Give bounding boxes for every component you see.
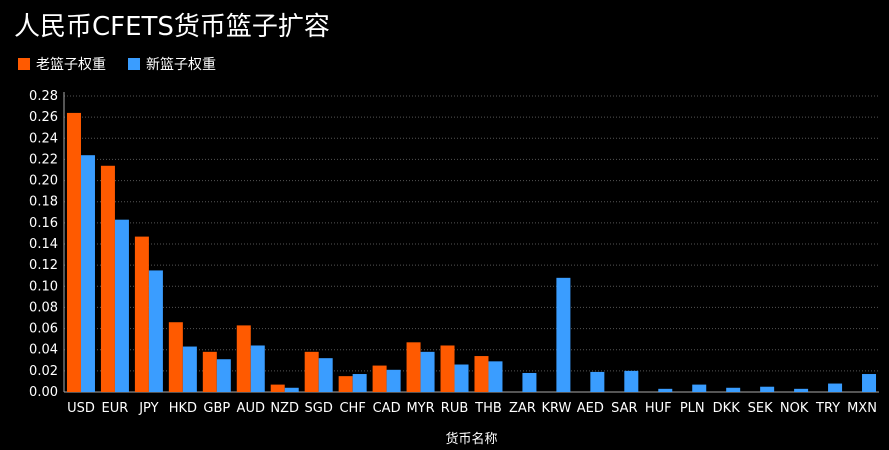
y-tick-label: 0.08 bbox=[29, 300, 58, 315]
y-tick-label: 0.28 bbox=[29, 89, 58, 104]
y-tick-label: 0.18 bbox=[29, 195, 58, 210]
bar-new bbox=[386, 369, 401, 392]
x-tick-label: PLN bbox=[680, 401, 705, 416]
bar-new bbox=[488, 361, 503, 392]
y-tick-label: 0.20 bbox=[29, 174, 58, 189]
bar-new bbox=[352, 374, 367, 392]
x-tick-label: HUF bbox=[645, 401, 672, 416]
legend-item-new: 新篮子权重 bbox=[128, 54, 216, 74]
bar-old bbox=[304, 351, 319, 392]
x-tick-label: NZD bbox=[270, 401, 299, 416]
bar-new bbox=[692, 384, 707, 392]
y-tick-label: 0.22 bbox=[29, 152, 58, 167]
bar-old bbox=[406, 342, 421, 392]
y-tick-label: 0.14 bbox=[29, 237, 58, 252]
bar-new bbox=[318, 358, 333, 392]
y-tick-label: 0.06 bbox=[29, 322, 58, 337]
bar-new bbox=[114, 219, 129, 392]
legend-label-old: 老篮子权重 bbox=[36, 57, 106, 73]
y-tick-label: 0.10 bbox=[29, 279, 58, 294]
bar-new bbox=[216, 359, 231, 392]
bar-new bbox=[284, 387, 299, 392]
x-tick-label: MYR bbox=[406, 401, 434, 416]
legend-swatch-old bbox=[18, 58, 30, 70]
y-tick-label: 0.24 bbox=[29, 131, 58, 146]
x-tick-label: TRY bbox=[815, 401, 840, 416]
x-tick-label: ZAR bbox=[509, 401, 536, 416]
x-tick-label: SAR bbox=[611, 401, 637, 416]
x-tick-label: EUR bbox=[102, 401, 129, 416]
x-tick-label: MXN bbox=[847, 401, 877, 416]
bar-old bbox=[202, 351, 217, 392]
x-tick-label: AED bbox=[577, 401, 604, 416]
bar-old bbox=[372, 365, 387, 392]
bar-new bbox=[556, 277, 571, 392]
x-axis-label: 货币名称 bbox=[445, 431, 497, 447]
bar-old bbox=[474, 356, 489, 392]
bar-old bbox=[270, 384, 285, 392]
y-tick-label: 0.16 bbox=[29, 216, 58, 231]
y-tick-label: 0.26 bbox=[29, 110, 58, 125]
x-tick-label: AUD bbox=[237, 401, 265, 416]
x-tick-label: HKD bbox=[169, 401, 197, 416]
bar-new bbox=[862, 374, 877, 392]
legend-swatch-new bbox=[128, 58, 140, 70]
chart-title: 人民币CFETS货币篮子扩容 bbox=[14, 12, 330, 42]
y-tick-label: 0.02 bbox=[29, 364, 58, 379]
x-tick-label: CAD bbox=[373, 401, 401, 416]
bar-new bbox=[624, 370, 639, 392]
bar-new bbox=[726, 387, 741, 392]
x-tick-label: THB bbox=[474, 401, 502, 416]
x-tick-label: GBP bbox=[203, 401, 230, 416]
x-tick-label: NOK bbox=[780, 401, 809, 416]
bar-old bbox=[66, 112, 81, 393]
bar-new bbox=[182, 346, 197, 392]
bar-new bbox=[828, 383, 843, 392]
legend-label-new: 新篮子权重 bbox=[146, 57, 216, 73]
y-tick-label: 0.00 bbox=[29, 385, 58, 400]
legend-item-old: 老篮子权重 bbox=[18, 54, 106, 74]
bar-new bbox=[250, 345, 265, 392]
bar-old bbox=[236, 325, 251, 392]
y-tick-label: 0.04 bbox=[29, 343, 58, 358]
x-tick-label: DKK bbox=[713, 401, 741, 416]
x-tick-label: SGD bbox=[305, 401, 333, 416]
legend: 老篮子权重 新篮子权重 bbox=[18, 54, 216, 74]
bar-new bbox=[454, 364, 469, 392]
x-tick-label: RUB bbox=[441, 401, 468, 416]
bar-old bbox=[100, 165, 115, 392]
bar-new bbox=[522, 372, 537, 392]
y-tick-label: 0.12 bbox=[29, 258, 58, 273]
x-tick-label: USD bbox=[67, 401, 95, 416]
bar-old bbox=[440, 345, 455, 392]
bar-new bbox=[658, 388, 673, 392]
x-tick-label: JPY bbox=[138, 401, 158, 416]
x-tick-label: CHF bbox=[339, 401, 365, 416]
bar-new bbox=[148, 270, 163, 392]
bar-new bbox=[760, 386, 775, 392]
bar-new bbox=[420, 351, 435, 392]
bar-old bbox=[134, 236, 149, 392]
x-tick-label: KRW bbox=[541, 401, 571, 416]
bar-old bbox=[168, 322, 183, 392]
bar-old bbox=[338, 376, 353, 392]
bar-new bbox=[794, 388, 809, 392]
x-tick-label: SEK bbox=[748, 401, 773, 416]
bar-new bbox=[590, 371, 605, 392]
bar-new bbox=[80, 155, 95, 392]
